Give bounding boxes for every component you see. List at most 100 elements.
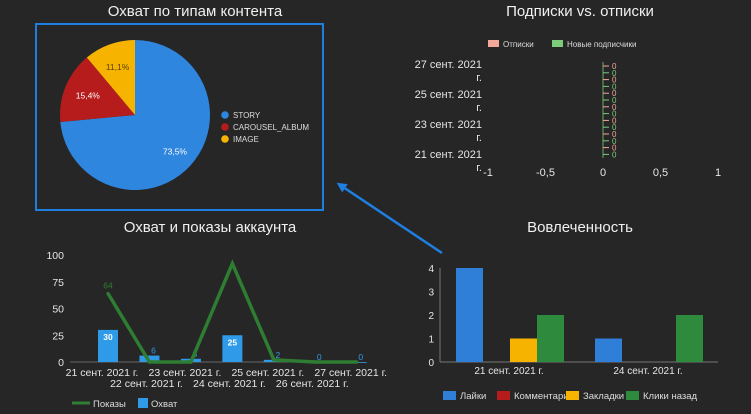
- x-tick-label: 0: [600, 167, 606, 179]
- x-tick-label: 26 сент. 2021 г.: [276, 378, 349, 390]
- legend-swatch: [497, 391, 510, 400]
- legend-label: Лайки: [460, 391, 486, 402]
- y-tick-label: 4: [428, 264, 434, 275]
- reach-bar-value: 25: [228, 337, 238, 347]
- x-tick-label: 23 сент. 2021 г.: [149, 367, 222, 379]
- x-tick-label: 27 сент. 2021 г.: [314, 367, 387, 379]
- y-tick-label: г.: [476, 162, 482, 174]
- reach-bar: [98, 329, 118, 362]
- y-tick-label: 21 сент. 2021: [415, 149, 482, 161]
- y-tick-label: г.: [476, 132, 482, 144]
- reach-bar-value: 0: [358, 352, 363, 362]
- subs-chart-title: Подписки vs. отписки: [506, 3, 654, 20]
- subs-bar-value: 0: [612, 62, 617, 71]
- subs-bar-value: 0: [612, 144, 617, 153]
- pie-slice-label: 73,5%: [163, 146, 188, 156]
- subs-bar-value: 0: [612, 116, 617, 125]
- subs-bar-value: 0: [612, 150, 617, 159]
- legend-label: Охват: [151, 399, 178, 410]
- subs-bar-value: 0: [612, 69, 617, 78]
- reach-bar-value: 0: [317, 352, 322, 362]
- x-tick-label: -1: [483, 167, 493, 179]
- reach-bar: [222, 335, 243, 362]
- engagement-bar: [510, 338, 537, 362]
- impressions-point: [147, 360, 152, 364]
- highlight-box: [35, 23, 324, 211]
- legend-label: Показы: [93, 399, 126, 410]
- y-tick-label: 2: [428, 311, 434, 322]
- engagement-bar: [537, 315, 564, 362]
- legend-marker: [221, 111, 229, 119]
- subs-bar-value: 0: [612, 76, 617, 85]
- engagement-bar: [676, 315, 703, 362]
- legend-swatch: [552, 40, 563, 47]
- x-tick-label: 24 сент. 2021 г.: [193, 378, 266, 390]
- subs-bar-value: 0: [612, 110, 617, 119]
- reach-bar-value: 6: [151, 346, 156, 356]
- reach-chart-title: Охват и показы аккаунта: [123, 219, 297, 236]
- x-tick-label: -0,5: [536, 167, 555, 179]
- pie-slice-carousel-album: [60, 57, 135, 123]
- impressions-point: [272, 358, 276, 362]
- impressions-point: [230, 261, 234, 266]
- y-tick-label: г.: [476, 102, 482, 114]
- y-tick-label: 0: [58, 357, 64, 369]
- x-tick-label: 0,5: [653, 167, 668, 179]
- pie-slice-image: [86, 40, 135, 115]
- impressions-point: [313, 360, 317, 364]
- pie-slice-story: [60, 40, 210, 190]
- subs-bar-value: 0: [612, 103, 617, 112]
- legend-swatch: [566, 391, 579, 400]
- y-tick-label: 23 сент. 2021: [415, 119, 482, 131]
- y-tick-label: 27 сент. 2021: [415, 59, 482, 71]
- pie-chart-title: Охват по типам контента: [107, 3, 283, 20]
- subs-bar-value: 0: [612, 123, 617, 132]
- x-tick-label: 21 сент. 2021 г.: [474, 366, 543, 377]
- x-tick-label: 21 сент. 2021 г.: [66, 367, 139, 379]
- legend-swatch: [488, 40, 499, 47]
- y-tick-label: 0: [428, 358, 434, 369]
- annotation-arrow: [336, 182, 443, 255]
- subs-bar-value: 0: [612, 96, 617, 105]
- legend-marker: [221, 123, 229, 131]
- legend-label: CAROUSEL_ALBUM: [233, 123, 309, 132]
- subs-bar-value: 0: [612, 130, 617, 139]
- impressions-point: [355, 360, 359, 364]
- engagement-bar: [595, 338, 622, 362]
- pie-slice-label: 15,4%: [76, 91, 101, 101]
- legend-marker: [221, 135, 229, 143]
- legend-label: Новые подписчики: [567, 40, 637, 49]
- y-tick-label: 75: [52, 277, 64, 289]
- subs-bar-value: 0: [612, 82, 617, 91]
- legend-label: STORY: [233, 111, 261, 120]
- x-tick-label: 22 сент. 2021 г.: [110, 378, 183, 390]
- legend-label: Комментарии: [514, 391, 574, 402]
- legend-label: Закладки: [583, 391, 624, 402]
- engage-chart-title: Вовлеченность: [527, 219, 633, 236]
- legend-label: Отписки: [503, 40, 534, 49]
- y-tick-label: 25: [52, 330, 64, 342]
- subs-bar-value: 0: [612, 89, 617, 98]
- y-tick-label: 50: [52, 304, 64, 316]
- reach-bar-value: 30: [103, 332, 113, 342]
- x-tick-label: 24 сент. 2021 г.: [613, 366, 682, 377]
- legend-label: Клики назад: [643, 391, 698, 402]
- pie-slice-label: 11,1%: [106, 62, 130, 72]
- y-tick-label: 3: [428, 288, 434, 299]
- legend-label: IMAGE: [233, 135, 259, 144]
- y-tick-label: 25 сент. 2021: [415, 89, 482, 101]
- legend-swatch: [443, 391, 456, 400]
- y-tick-label: г.: [476, 72, 482, 84]
- y-tick-label: 1: [428, 335, 434, 346]
- engagement-bar: [456, 268, 483, 362]
- subs-bar-value: 0: [612, 137, 617, 146]
- impressions-point: [189, 360, 193, 364]
- impressions-point: [106, 291, 110, 296]
- y-tick-label: 100: [46, 250, 64, 262]
- legend-swatch: [138, 398, 148, 408]
- reach-bar-value: 2: [275, 350, 280, 360]
- legend-swatch: [626, 391, 639, 400]
- x-tick-label: 1: [715, 167, 721, 179]
- impressions-label: 64: [103, 281, 113, 291]
